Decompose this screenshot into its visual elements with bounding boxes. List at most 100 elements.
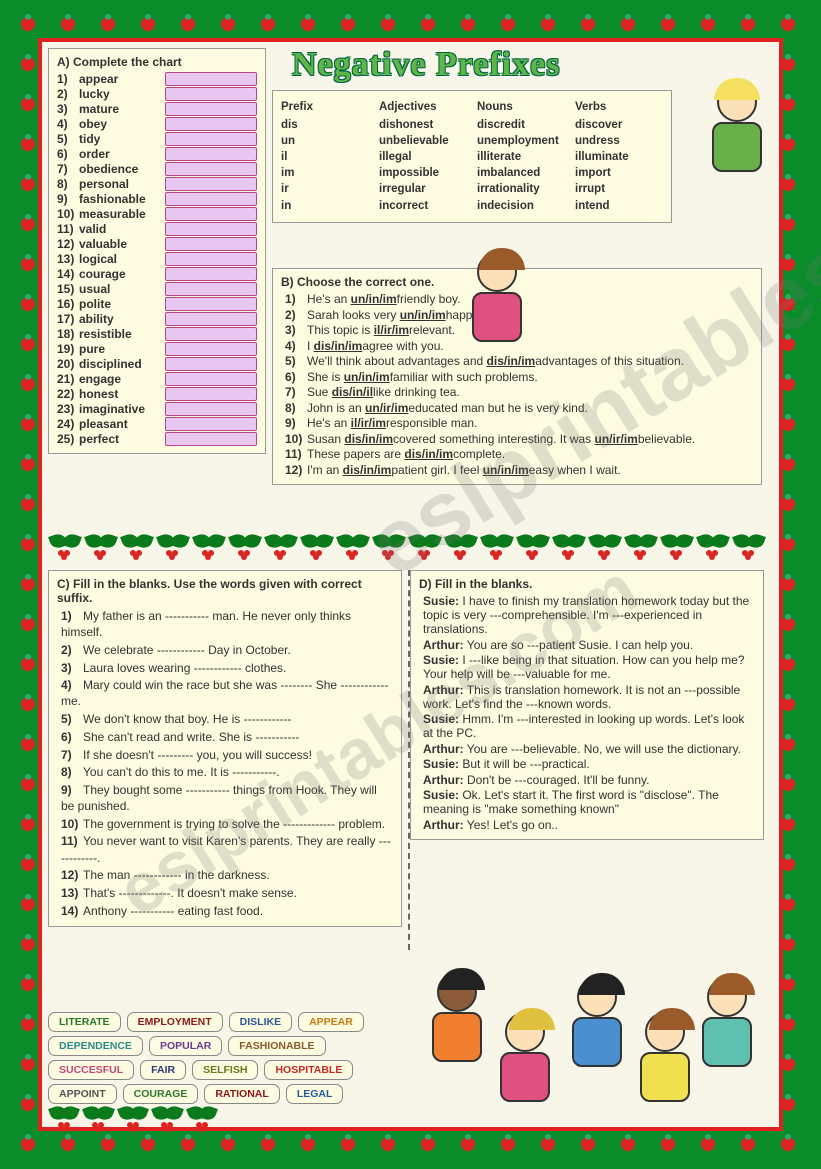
exercise-line: 10)The government is trying to solve the… <box>57 816 393 832</box>
exercise-line: 3)This topic is il/ir/imrelevant. <box>281 323 753 337</box>
table-cell: irregular <box>379 181 467 197</box>
blank-input[interactable] <box>165 162 257 176</box>
prefix-table: Prefixdisunilimirin Adjectivesdishonestu… <box>272 90 672 223</box>
dialogue-line: Arthur: Don't be ---couraged. It'll be f… <box>419 773 755 787</box>
chart-row: 1)appear <box>57 72 257 86</box>
dialogue-line: Susie: Ok. Let's start it. The first wor… <box>419 788 755 816</box>
word-chip: APPEAR <box>298 1012 364 1032</box>
blank-input[interactable] <box>165 192 257 206</box>
table-cell: incorrect <box>379 198 467 214</box>
table-cell: illegal <box>379 149 467 165</box>
blank-input[interactable] <box>165 132 257 146</box>
word-chip: APPOINT <box>48 1084 117 1104</box>
exercise-line: 14)Anthony ----------- eating fast food. <box>57 903 393 919</box>
blank-input[interactable] <box>165 282 257 296</box>
word-bank: LITERATEEMPLOYMENTDISLIKEAPPEARDEPENDENC… <box>48 1012 402 1104</box>
table-cell: discover <box>575 117 663 133</box>
table-cell: discredit <box>477 117 565 133</box>
chart-row: 10)measurable <box>57 207 257 221</box>
exercise-line: 9)They bought some ----------- things fr… <box>57 782 393 814</box>
chart-row: 3)mature <box>57 102 257 116</box>
word-chip: DISLIKE <box>229 1012 292 1032</box>
blank-input[interactable] <box>165 417 257 431</box>
blank-input[interactable] <box>165 237 257 251</box>
table-cell: in <box>281 198 369 214</box>
table-cell: unemployment <box>477 133 565 149</box>
kid-illustration <box>697 82 777 192</box>
table-cell: impossible <box>379 165 467 181</box>
blank-input[interactable] <box>165 327 257 341</box>
blank-input[interactable] <box>165 147 257 161</box>
table-cell: indecision <box>477 198 565 214</box>
chart-row: 12)valuable <box>57 237 257 251</box>
dialogue-line: Arthur: You are so ---patient Susie. I c… <box>419 638 755 652</box>
exercise-line: 7)If she doesn't --------- you, you will… <box>57 747 393 763</box>
dialogue-line: Susie: I ---like being in that situation… <box>419 653 755 681</box>
table-cell: intend <box>575 198 663 214</box>
dialogue-line: Susie: I have to finish my translation h… <box>419 594 755 636</box>
section-c: C) Fill in the blanks. Use the words giv… <box>48 570 402 927</box>
chart-row: 16)polite <box>57 297 257 311</box>
holly-divider <box>48 530 768 564</box>
exercise-line: 2)Sarah looks very un/in/imhappy. <box>281 308 753 322</box>
blank-input[interactable] <box>165 402 257 416</box>
blank-input[interactable] <box>165 222 257 236</box>
exercise-line: 3)Laura loves wearing ------------ cloth… <box>57 660 393 676</box>
exercise-line: 11)These papers are dis/in/imcomplete. <box>281 447 753 461</box>
word-chip: LEGAL <box>286 1084 344 1104</box>
blank-input[interactable] <box>165 87 257 101</box>
chart-row: 8)personal <box>57 177 257 191</box>
blank-input[interactable] <box>165 207 257 221</box>
chart-row: 11)valid <box>57 222 257 236</box>
chart-row: 9)fashionable <box>57 192 257 206</box>
chart-row: 23)imaginative <box>57 402 257 416</box>
word-chip: EMPLOYMENT <box>127 1012 223 1032</box>
word-chip: RATIONAL <box>204 1084 279 1104</box>
blank-input[interactable] <box>165 387 257 401</box>
chart-row: 15)usual <box>57 282 257 296</box>
table-cell: undress <box>575 133 663 149</box>
blank-input[interactable] <box>165 102 257 116</box>
blank-input[interactable] <box>165 177 257 191</box>
word-chip: DEPENDENCE <box>48 1036 143 1056</box>
kid-illustration-5 <box>562 977 632 1087</box>
page-title: Negative Prefixes <box>292 46 560 84</box>
chart-row: 13)logical <box>57 252 257 266</box>
blank-input[interactable] <box>165 432 257 446</box>
table-cell: un <box>281 133 369 149</box>
chart-row: 22)honest <box>57 387 257 401</box>
section-b-heading: B) Choose the correct one. <box>281 275 753 289</box>
exercise-line: 1)He's an un/in/imfriendly boy. <box>281 292 753 306</box>
blank-input[interactable] <box>165 252 257 266</box>
chart-row: 5)tidy <box>57 132 257 146</box>
col-header: Nouns <box>477 99 565 115</box>
section-a: A) Complete the chart 1)appear2)lucky3)m… <box>48 48 266 454</box>
dialogue-line: Arthur: Yes! Let's go on.. <box>419 818 755 832</box>
blank-input[interactable] <box>165 267 257 281</box>
chart-row: 14)courage <box>57 267 257 281</box>
blank-input[interactable] <box>165 342 257 356</box>
section-d: D) Fill in the blanks. Susie: I have to … <box>410 570 764 840</box>
dialogue-line: Arthur: This is translation homework. It… <box>419 683 755 711</box>
exercise-line: 4)I dis/in/imagree with you. <box>281 339 753 353</box>
exercise-line: 2)We celebrate ------------ Day in Octob… <box>57 642 393 658</box>
blank-input[interactable] <box>165 372 257 386</box>
blank-input[interactable] <box>165 297 257 311</box>
exercise-line: 5)We'll think about advantages and dis/i… <box>281 354 753 368</box>
dialogue-line: Arthur: You are ---believable. No, we wi… <box>419 742 755 756</box>
blank-input[interactable] <box>165 117 257 131</box>
exercise-line: 6)She is un/in/imfamiliar with such prob… <box>281 370 753 384</box>
blank-input[interactable] <box>165 357 257 371</box>
table-cell: dishonest <box>379 117 467 133</box>
col-header: Verbs <box>575 99 663 115</box>
table-cell: import <box>575 165 663 181</box>
chart-row: 25)perfect <box>57 432 257 446</box>
blank-input[interactable] <box>165 312 257 326</box>
word-chip: FASHIONABLE <box>228 1036 325 1056</box>
blank-input[interactable] <box>165 72 257 86</box>
chart-row: 17)ability <box>57 312 257 326</box>
chart-row: 4)obey <box>57 117 257 131</box>
col-header: Prefix <box>281 99 369 115</box>
chart-row: 6)order <box>57 147 257 161</box>
word-chip: COURAGE <box>123 1084 199 1104</box>
